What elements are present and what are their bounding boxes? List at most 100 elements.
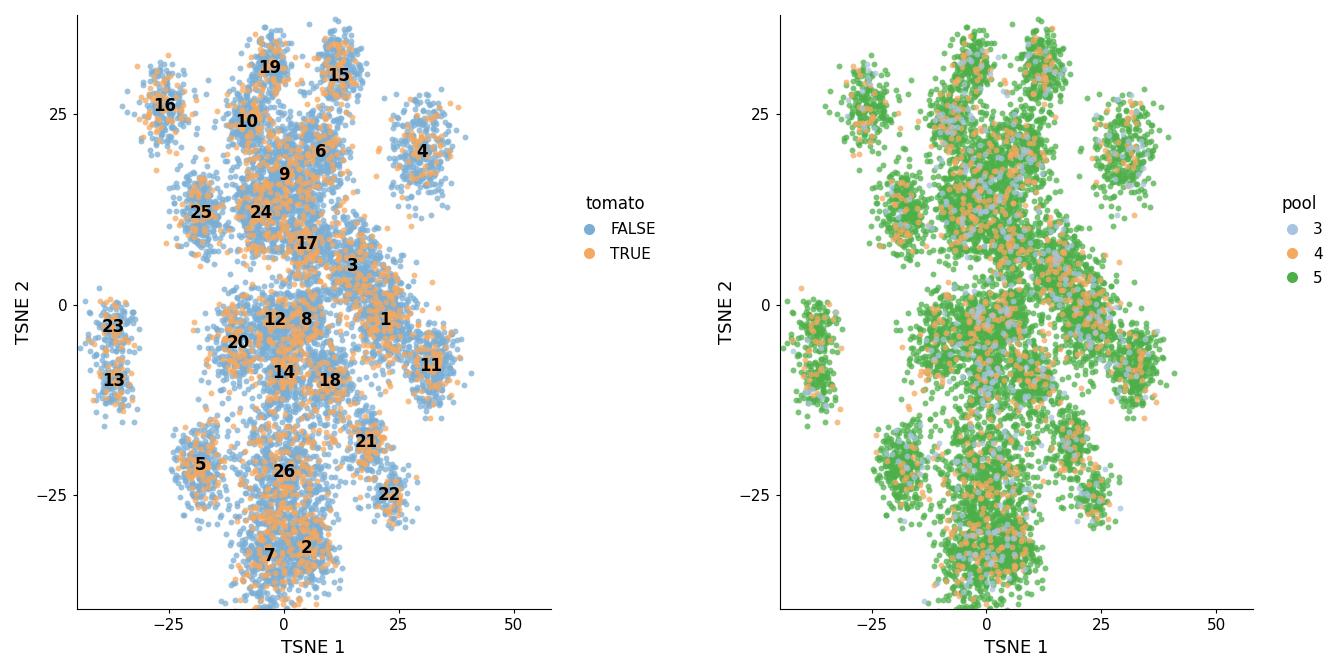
Point (259, 320, 281, 331)
Point (1036, 267, 1058, 278)
Point (954, 161, 976, 172)
Point (220, 300, 242, 311)
Point (961, 84, 982, 95)
Point (308, 368, 329, 378)
Point (1090, 322, 1111, 333)
Point (969, 558, 991, 569)
Point (302, 398, 324, 409)
Point (263, 200, 285, 211)
Point (288, 249, 309, 260)
Point (993, 312, 1015, 323)
Point (288, 233, 309, 244)
Point (253, 179, 274, 190)
Point (989, 158, 1011, 169)
Point (110, 341, 132, 352)
Point (1116, 368, 1137, 379)
Point (976, 75, 997, 85)
Point (331, 247, 352, 258)
Point (1036, 421, 1058, 431)
Point (152, 124, 173, 135)
Point (254, 311, 276, 322)
Point (333, 282, 355, 293)
Point (336, 372, 358, 383)
Point (892, 201, 914, 212)
Point (1015, 237, 1036, 247)
Point (929, 153, 950, 163)
Point (946, 366, 968, 376)
Point (1066, 471, 1087, 482)
Point (918, 333, 939, 344)
Point (312, 83, 333, 94)
Point (868, 148, 890, 159)
Point (948, 249, 969, 259)
Point (423, 351, 445, 362)
Point (259, 507, 281, 518)
Point (1021, 247, 1043, 258)
Point (192, 488, 214, 499)
Point (911, 237, 933, 248)
Point (939, 202, 961, 213)
Point (266, 558, 288, 569)
Point (993, 444, 1015, 454)
Point (348, 430, 370, 441)
Point (984, 325, 1005, 335)
Point (329, 308, 351, 319)
Point (935, 97, 957, 108)
Point (896, 210, 918, 221)
Point (265, 383, 286, 394)
Point (958, 561, 980, 572)
Point (943, 245, 965, 255)
Point (941, 214, 962, 224)
Point (974, 197, 996, 208)
Point (943, 126, 965, 137)
Point (319, 81, 340, 91)
Point (868, 91, 890, 102)
Point (1085, 488, 1106, 499)
Point (203, 472, 224, 482)
Point (331, 71, 352, 82)
Point (984, 526, 1005, 537)
Point (349, 284, 371, 295)
Point (270, 164, 292, 175)
Point (367, 325, 388, 335)
Point (251, 65, 273, 75)
Point (271, 295, 293, 306)
Point (964, 81, 985, 91)
Point (1079, 488, 1101, 499)
Point (261, 460, 282, 471)
Point (337, 24, 359, 34)
Point (314, 121, 336, 132)
Point (187, 228, 208, 239)
Point (245, 427, 266, 437)
Point (939, 527, 961, 538)
Point (103, 366, 125, 376)
Point (235, 290, 257, 300)
Legend: FALSE, TRUE: FALSE, TRUE (567, 189, 663, 267)
Point (817, 333, 839, 344)
Point (964, 218, 985, 228)
Point (267, 206, 289, 216)
Point (973, 556, 995, 567)
Point (1005, 332, 1027, 343)
Point (364, 370, 386, 380)
Point (352, 289, 374, 300)
Point (935, 542, 957, 553)
Point (199, 196, 220, 207)
Point (266, 243, 288, 253)
Point (968, 517, 989, 528)
Point (988, 367, 1009, 378)
Text: 3: 3 (347, 257, 359, 276)
Point (302, 542, 324, 552)
Point (1001, 396, 1023, 407)
Point (976, 167, 997, 178)
Point (1052, 462, 1074, 472)
Point (802, 397, 824, 408)
Point (306, 132, 328, 143)
Point (981, 347, 1003, 358)
Point (192, 184, 214, 195)
Point (1028, 67, 1050, 78)
Point (276, 384, 297, 395)
Point (261, 438, 282, 449)
Point (1114, 357, 1136, 368)
Point (95, 320, 117, 331)
